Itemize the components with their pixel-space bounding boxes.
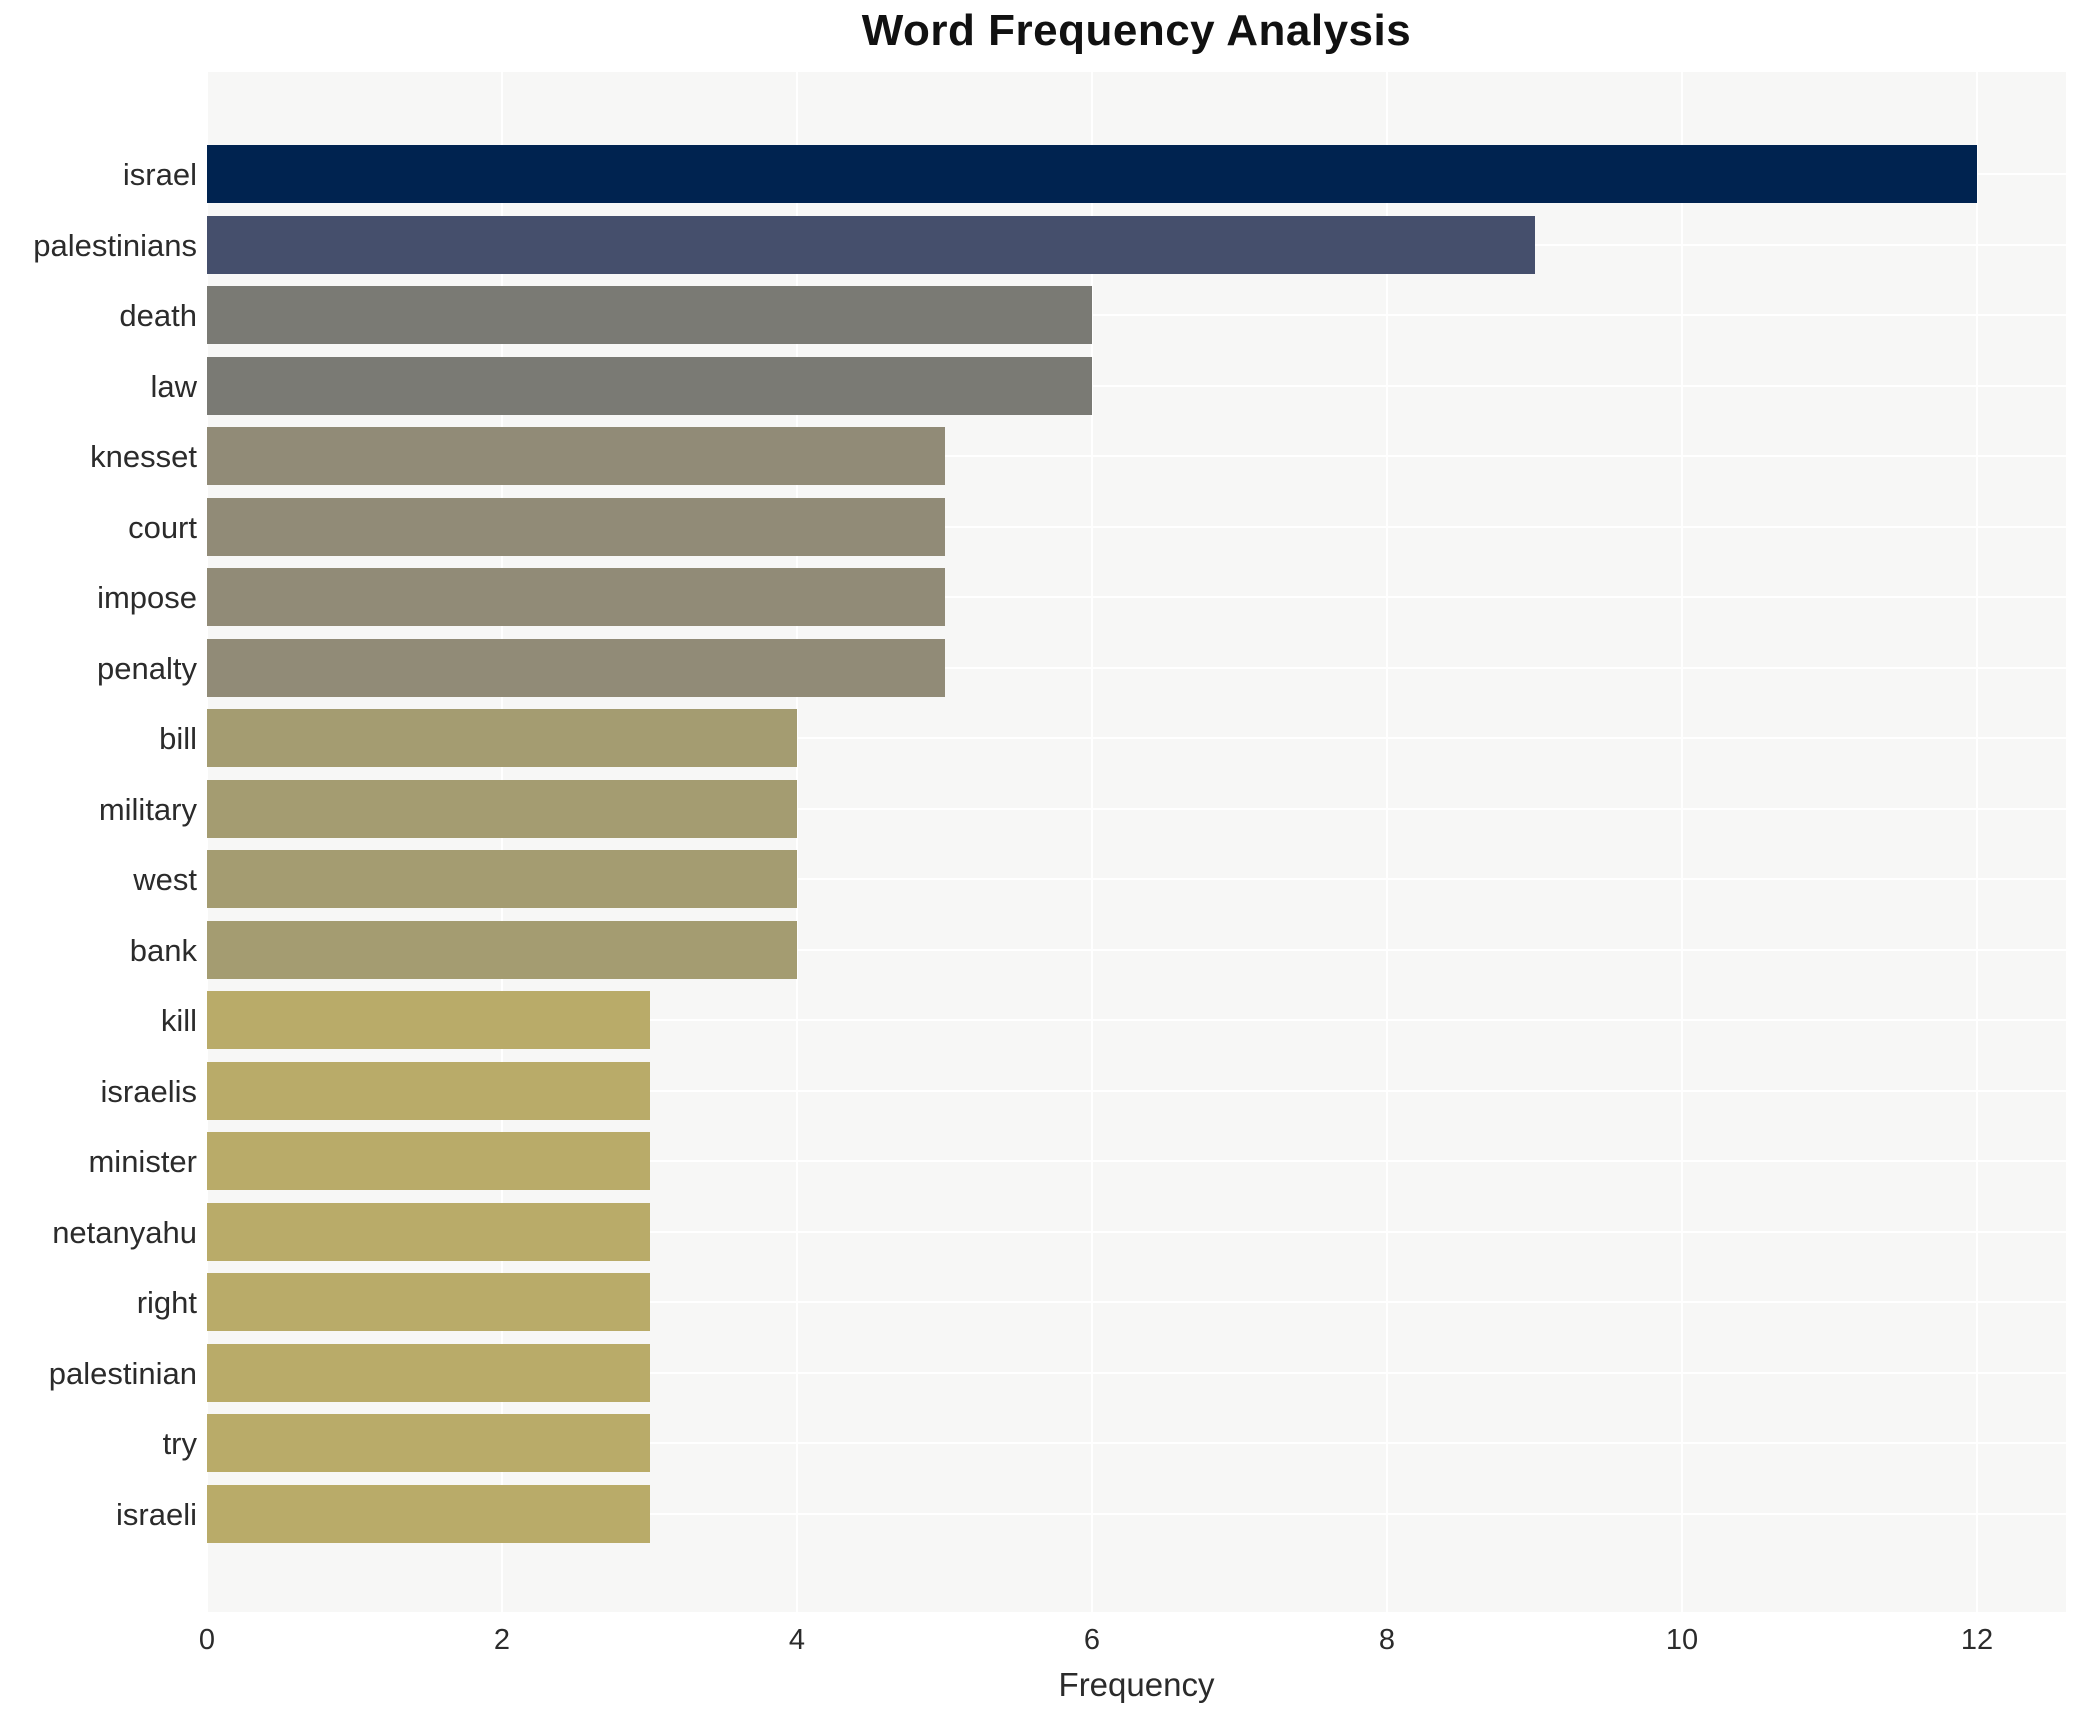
h-gridline	[207, 1019, 2066, 1022]
h-gridline	[207, 1230, 2066, 1233]
y-tick-label: kill	[160, 1003, 197, 1039]
v-gridline	[1681, 72, 1683, 1612]
v-gridline	[501, 72, 503, 1612]
y-tick-label: israeli	[116, 1496, 197, 1532]
y-tick-label: israel	[122, 157, 197, 193]
bar-palestinian	[207, 1343, 650, 1402]
y-tick-label: court	[128, 509, 197, 545]
y-tick-label: netanyahu	[52, 1214, 197, 1250]
bar-knesset	[207, 427, 945, 486]
y-tick-label: bill	[159, 721, 197, 757]
y-tick-label: death	[119, 298, 197, 334]
x-tick-label: 8	[1378, 1624, 1396, 1656]
y-tick-label: penalty	[97, 650, 197, 686]
bar-military	[207, 779, 797, 838]
bar-minister	[207, 1132, 650, 1191]
chart-title: Word Frequency Analysis	[861, 6, 1412, 55]
v-gridline	[796, 72, 798, 1612]
bar-kill	[207, 991, 650, 1050]
v-gridline	[1386, 72, 1388, 1612]
x-tick-label: 6	[1083, 1624, 1101, 1656]
v-gridline	[1976, 72, 1978, 1612]
bar-try	[207, 1414, 650, 1473]
bar-netanyahu	[207, 1202, 650, 1261]
bar-penalty	[207, 638, 945, 697]
y-tick-label: knesset	[90, 439, 197, 475]
y-tick-label: israelis	[100, 1073, 197, 1109]
bar-death	[207, 286, 1092, 345]
bar-right	[207, 1273, 650, 1332]
h-gridline	[207, 596, 2066, 599]
x-tick-label: 0	[198, 1624, 216, 1656]
bar-bank	[207, 920, 797, 979]
y-tick-label: west	[133, 862, 197, 898]
h-gridline	[207, 807, 2066, 810]
y-tick-label: palestinians	[33, 227, 197, 263]
h-gridline	[207, 1089, 2066, 1092]
h-gridline	[207, 948, 2066, 951]
h-gridline	[207, 878, 2066, 881]
y-tick-label: law	[150, 368, 197, 404]
h-gridline	[207, 737, 2066, 740]
h-gridline	[207, 1512, 2066, 1515]
bar-israel	[207, 145, 1977, 204]
bar-law	[207, 356, 1092, 415]
x-tick-label: 10	[1665, 1624, 1699, 1656]
y-tick-label: palestinian	[48, 1355, 197, 1391]
bar-bill	[207, 709, 797, 768]
v-gridline	[1091, 72, 1093, 1612]
bar-west	[207, 850, 797, 909]
y-tick-label: try	[162, 1426, 197, 1462]
x-tick-label: 4	[788, 1624, 806, 1656]
y-tick-label: impose	[97, 580, 197, 616]
x-tick-label: 2	[493, 1624, 511, 1656]
bar-israeli	[207, 1484, 650, 1543]
x-axis-label: Frequency	[1058, 1666, 1215, 1703]
plot-area	[206, 72, 2066, 1612]
v-gridline	[206, 72, 208, 1612]
y-tick-label: bank	[129, 932, 197, 968]
h-gridline	[207, 666, 2066, 669]
h-gridline	[207, 1442, 2066, 1445]
h-gridline	[207, 455, 2066, 458]
bar-impose	[207, 568, 945, 627]
h-gridline	[207, 314, 2066, 317]
y-tick-label: right	[136, 1285, 197, 1321]
h-gridline	[207, 1160, 2066, 1163]
bar-palestinians	[207, 215, 1535, 274]
h-gridline	[207, 384, 2066, 387]
bar-court	[207, 497, 945, 556]
h-gridline	[207, 1301, 2066, 1304]
y-tick-label: military	[98, 791, 197, 827]
y-tick-label: minister	[88, 1144, 197, 1180]
x-tick-label: 12	[1960, 1624, 1994, 1656]
h-gridline	[207, 525, 2066, 528]
h-gridline	[207, 1371, 2066, 1374]
bar-israelis	[207, 1061, 650, 1120]
